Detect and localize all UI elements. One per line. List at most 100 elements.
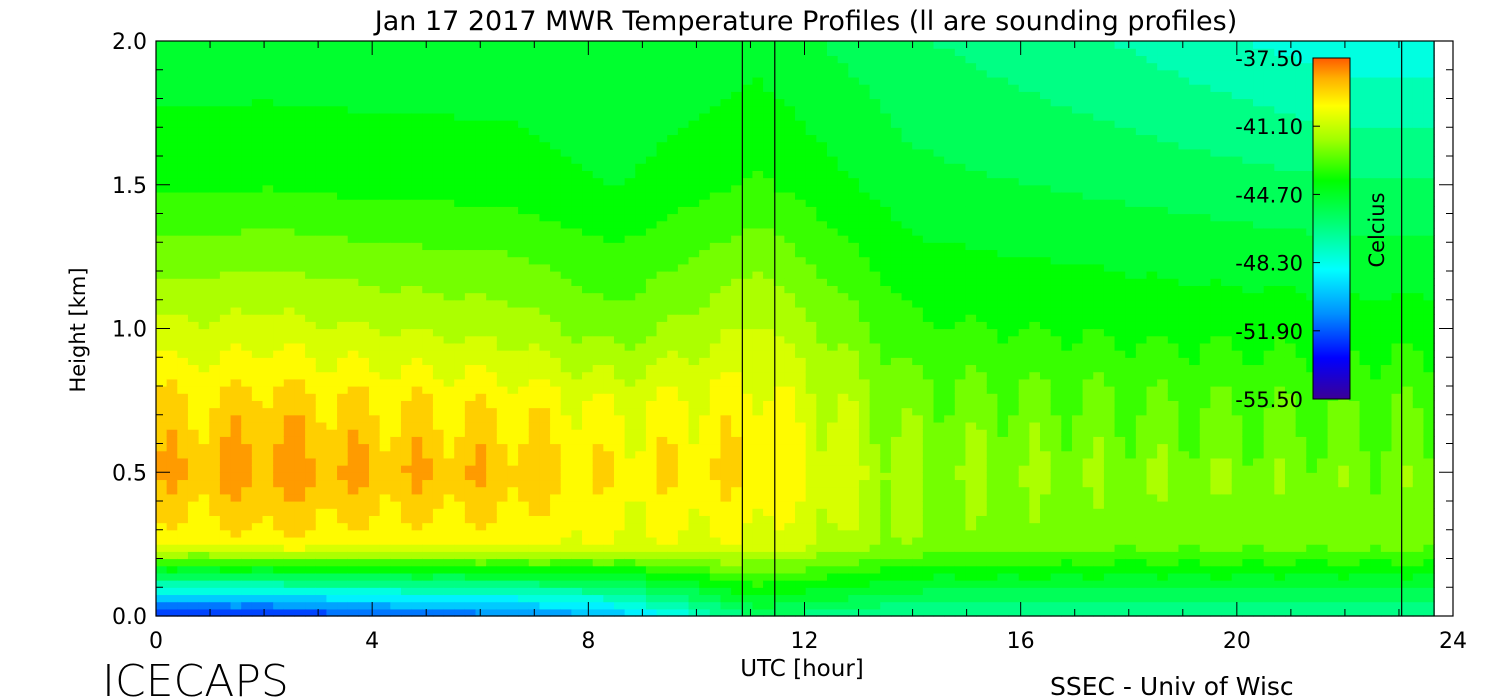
heatmap-cell — [645, 199, 658, 207]
heatmap-cell — [156, 199, 168, 207]
heatmap-cell — [230, 328, 242, 337]
heatmap-cell — [731, 299, 743, 308]
heatmap-cell — [411, 400, 423, 409]
heatmap-cell — [752, 227, 764, 236]
heatmap-cell — [635, 508, 647, 516]
heatmap-cell — [283, 278, 296, 286]
heatmap-cell — [315, 400, 328, 409]
heatmap-cell — [677, 414, 690, 423]
heatmap-cell — [262, 120, 274, 128]
heatmap-cell — [571, 41, 583, 49]
heatmap-cell — [166, 486, 178, 495]
heatmap-cell — [773, 378, 785, 387]
heatmap-cell — [454, 544, 466, 552]
heatmap-cell — [507, 156, 519, 164]
heatmap-cell — [582, 450, 594, 459]
heatmap-cell — [773, 364, 785, 373]
heatmap-cell — [550, 213, 562, 222]
heatmap-cell — [347, 465, 359, 473]
heatmap-cell — [709, 235, 722, 243]
heatmap-cell — [486, 120, 498, 128]
heatmap-cell — [464, 594, 477, 603]
heatmap-cell — [411, 508, 423, 516]
heatmap-cell — [347, 76, 359, 85]
heatmap-cell — [795, 479, 807, 488]
heatmap-cell — [379, 62, 391, 71]
heatmap-cell — [560, 235, 572, 243]
heatmap-cell — [550, 184, 562, 193]
heatmap-cell — [624, 364, 636, 373]
heatmap-cell — [464, 558, 477, 567]
heatmap-cell — [560, 306, 572, 315]
heatmap-cell — [741, 141, 754, 150]
heatmap-cell — [198, 328, 210, 337]
heatmap-cell — [326, 551, 338, 560]
heatmap-cell — [528, 227, 541, 236]
heatmap-cell — [166, 508, 178, 516]
heatmap-cell — [400, 378, 413, 387]
heatmap-cell — [422, 393, 434, 401]
heatmap-cell — [432, 486, 445, 495]
heatmap-cell — [507, 501, 519, 509]
heatmap-cell — [337, 62, 349, 71]
heatmap-cell — [528, 249, 541, 258]
heatmap-cell — [795, 522, 807, 531]
heatmap-cell — [166, 184, 178, 193]
heatmap-cell — [283, 465, 296, 473]
heatmap-cell — [603, 98, 615, 107]
heatmap-cell — [486, 177, 498, 186]
heatmap-cell — [571, 220, 583, 229]
heatmap-cell — [241, 120, 253, 128]
heatmap-cell — [667, 414, 679, 423]
heatmap-cell — [816, 457, 828, 466]
heatmap-cell — [667, 515, 679, 524]
heatmap-cell — [805, 429, 817, 437]
heatmap-cell — [326, 529, 338, 538]
heatmap-cell — [613, 321, 626, 330]
heatmap-cell — [741, 177, 754, 186]
heatmap-cell — [347, 529, 359, 538]
heatmap-cell — [624, 278, 636, 286]
heatmap-cell — [156, 572, 168, 581]
heatmap-cell — [198, 62, 210, 71]
heatmap-cell — [166, 256, 178, 265]
heatmap-cell — [219, 328, 232, 337]
heatmap-cell — [603, 393, 615, 401]
heatmap-cell — [454, 48, 466, 56]
chart-title: Jan 17 2017 MWR Temperature Profiles (ll… — [373, 6, 1238, 37]
heatmap-cell — [337, 48, 349, 56]
heatmap-cell — [539, 393, 551, 401]
heatmap-cell — [507, 465, 519, 473]
heatmap-cell — [379, 134, 391, 143]
heatmap-cell — [645, 213, 658, 222]
heatmap-cell — [400, 249, 413, 258]
heatmap-cell — [784, 84, 796, 92]
heatmap-cell — [219, 177, 232, 186]
heatmap-cell — [209, 41, 221, 49]
heatmap-cell — [262, 465, 274, 473]
heatmap-cell — [709, 587, 722, 596]
heatmap-cell — [677, 457, 690, 466]
heatmap-cell — [390, 199, 402, 207]
heatmap-cell — [432, 306, 445, 315]
heatmap-cell — [326, 565, 338, 574]
heatmap-cell — [805, 256, 817, 265]
heatmap-cell — [294, 515, 306, 524]
heatmap-cell — [699, 278, 711, 286]
heatmap-cell — [709, 98, 722, 107]
heatmap-cell — [305, 529, 317, 538]
heatmap-cell — [699, 292, 711, 301]
heatmap-cell — [603, 55, 615, 64]
heatmap-cell — [763, 306, 775, 315]
heatmap-cell — [582, 479, 594, 488]
heatmap-cell — [432, 393, 445, 401]
heatmap-cell — [624, 98, 636, 107]
heatmap-cell — [613, 306, 626, 315]
heatmap-cell — [528, 105, 541, 114]
heatmap-cell — [390, 105, 402, 114]
heatmap-cell — [667, 278, 679, 286]
heatmap-cell — [635, 479, 647, 488]
heatmap-cell — [656, 472, 668, 481]
heatmap-cell — [688, 134, 700, 143]
heatmap-cell — [699, 242, 711, 251]
